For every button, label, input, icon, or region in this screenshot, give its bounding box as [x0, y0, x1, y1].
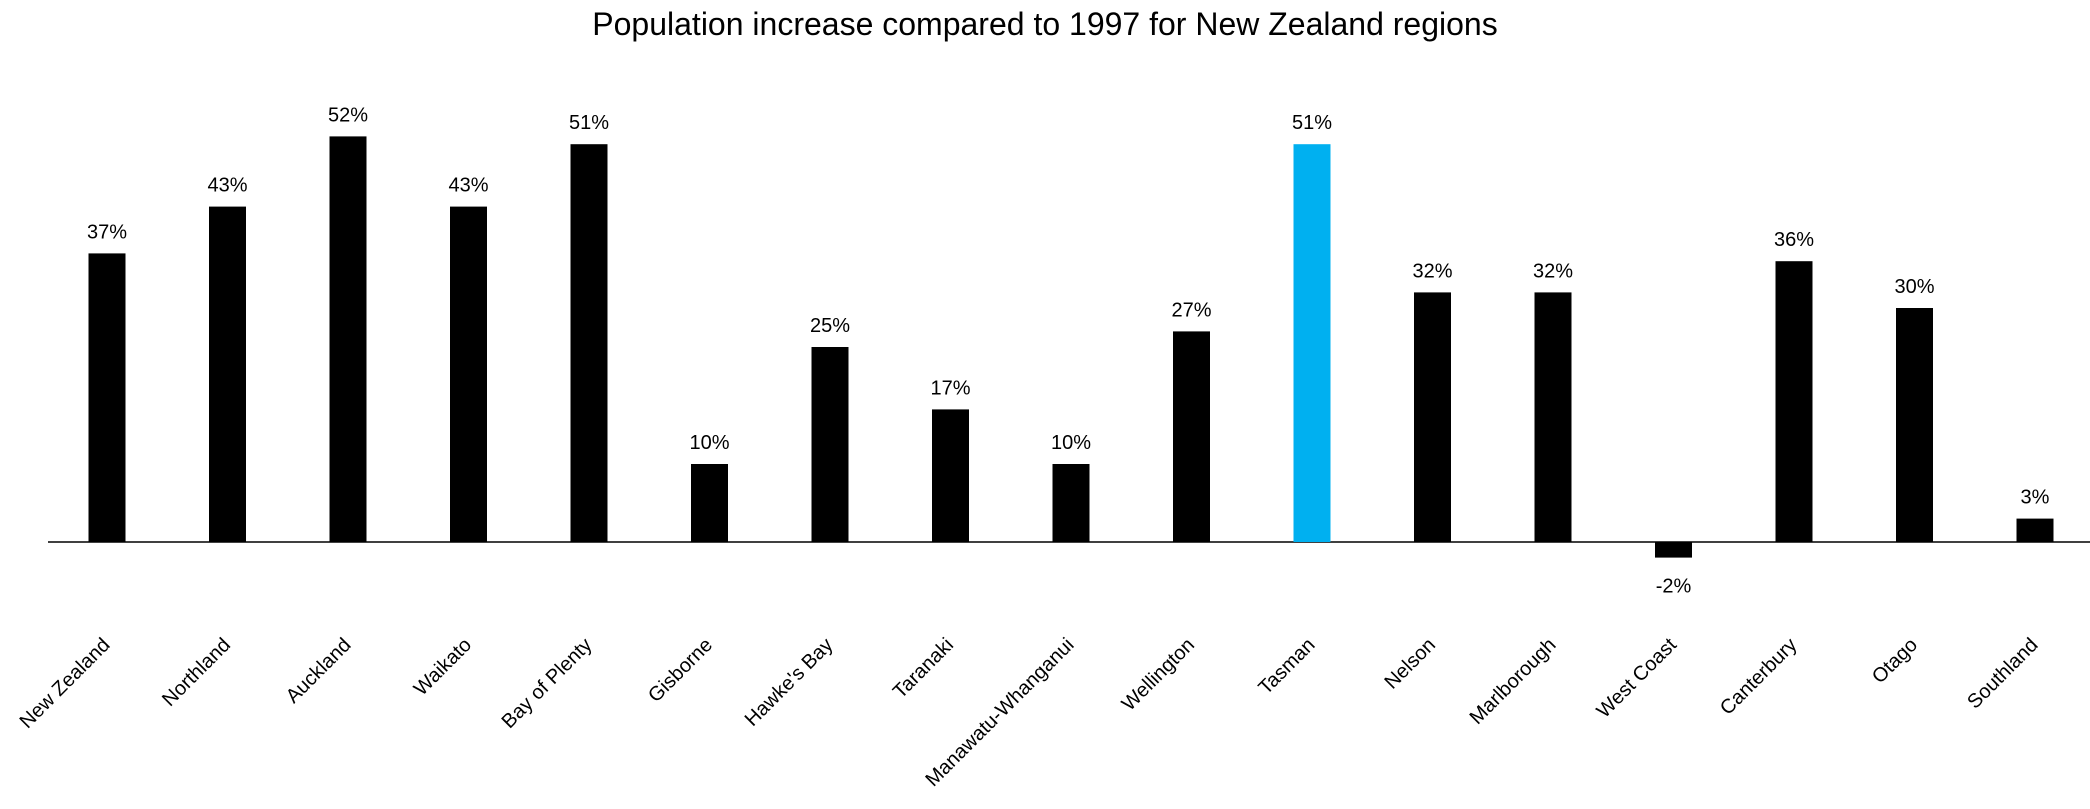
tick-label-bay-of-plenty: Bay of Plenty — [498, 634, 597, 733]
bar-northland — [209, 206, 246, 542]
tick-label-southland: Southland — [1963, 634, 2042, 713]
data-label-wellington: 27% — [1171, 299, 1211, 321]
tick-label-canterbury: Canterbury — [1716, 634, 1802, 720]
data-label-otago: 30% — [1894, 276, 1934, 298]
bar-marlborough — [1534, 292, 1572, 542]
tick-label-west-coast: West Coast — [1593, 634, 1682, 723]
data-label-hawke-s-bay: 25% — [810, 315, 850, 337]
data-label-manawatu-whanganui: 10% — [1051, 432, 1091, 454]
data-label-bay-of-plenty: 51% — [569, 112, 609, 134]
tick-label-hawke-s-bay: Hawke's Bay — [741, 634, 838, 731]
tick-label-tasman: Tasman — [1254, 634, 1319, 699]
data-label-waikato: 43% — [448, 175, 488, 197]
data-label-nelson: 32% — [1412, 260, 1452, 282]
bar-west-coast — [1655, 542, 1692, 558]
tick-label-new-zealand: New Zealand — [16, 634, 115, 733]
chart-title: Population increase compared to 1997 for… — [592, 6, 1498, 42]
bar-hawke-s-bay — [811, 347, 849, 542]
data-label-canterbury: 36% — [1774, 229, 1814, 251]
tick-label-wellington: Wellington — [1118, 634, 1199, 715]
bar-tasman — [1293, 144, 1331, 542]
bar-waikato — [450, 206, 487, 542]
bar-manawatu-whanganui — [1052, 464, 1090, 542]
bar-nelson — [1414, 292, 1451, 542]
data-label-northland: 43% — [207, 175, 247, 197]
bar-new-zealand — [88, 253, 126, 542]
bar-otago — [1896, 308, 1933, 542]
bar-gisborne — [691, 464, 728, 542]
data-label-gisborne: 10% — [689, 432, 729, 454]
data-label-new-zealand: 37% — [87, 221, 127, 243]
data-label-tasman: 51% — [1292, 112, 1332, 134]
bar-auckland — [329, 136, 367, 542]
data-label-southland: 3% — [2021, 487, 2050, 509]
bar-bay-of-plenty — [570, 144, 608, 542]
data-label-west-coast: -2% — [1656, 576, 1692, 598]
data-label-taranaki: 17% — [930, 377, 970, 399]
tick-label-marlborough: Marlborough — [1466, 634, 1561, 729]
data-label-auckland: 52% — [328, 104, 368, 126]
tick-label-otago: Otago — [1868, 634, 1922, 688]
bar-canterbury — [1775, 261, 1813, 542]
bar-wellington — [1173, 331, 1210, 542]
tick-label-auckland: Auckland — [282, 634, 356, 708]
bar-southland — [2016, 518, 2054, 542]
tick-label-gisborne: Gisborne — [644, 634, 717, 707]
bar-taranaki — [932, 409, 969, 542]
tick-label-waikato: Waikato — [410, 634, 476, 700]
tick-label-northland: Northland — [158, 634, 235, 711]
tick-label-taranaki: Taranaki — [889, 634, 958, 703]
tick-label-nelson: Nelson — [1380, 634, 1440, 694]
data-label-marlborough: 32% — [1533, 260, 1573, 282]
